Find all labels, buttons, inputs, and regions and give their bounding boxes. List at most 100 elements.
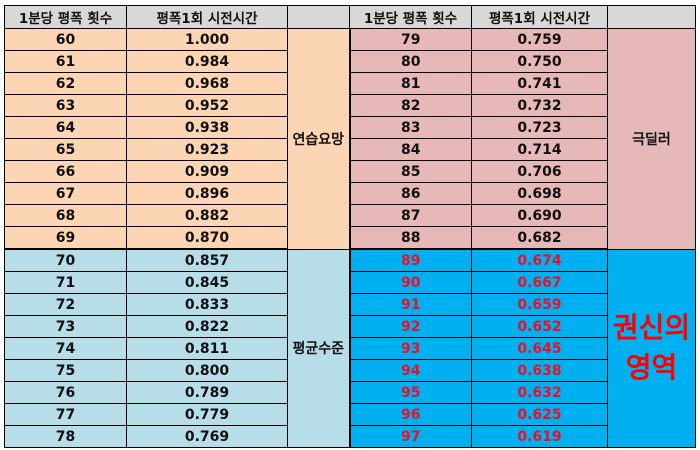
table-row: 60 1.000 연습요망 79 0.759 극딜러 (4, 28, 696, 250)
header-time-left: 평폭1회 시전시간 (126, 5, 288, 29)
left-count-cell: 76 (4, 381, 127, 404)
right-count-cell: 88 (348, 226, 472, 250)
left-count-cell: 73 (4, 315, 127, 338)
table-row: 72 0.833 91 0.659 (4, 293, 696, 316)
left-count-cell: 63 (4, 94, 127, 117)
right-count-cell: 81 (348, 72, 472, 95)
right-time-cell: 0.690 (471, 204, 608, 227)
right-count-cell: 85 (348, 160, 472, 183)
right-count-cell: 84 (348, 138, 472, 161)
left-count-cell: 65 (4, 138, 127, 161)
left-count-cell: 71 (4, 271, 127, 294)
left-time-cell: 0.779 (126, 403, 288, 426)
table-row: 77 0.779 96 0.625 (4, 403, 696, 426)
header-blank-right (607, 5, 696, 29)
left-count-cell: 60 (4, 28, 127, 51)
table-row: 75 0.800 94 0.638 (4, 359, 696, 382)
left-time-cell: 0.896 (126, 182, 288, 205)
header-count-left: 1분당 평폭 횟수 (4, 5, 127, 29)
right-time-cell: 0.750 (471, 50, 608, 73)
right-count-cell: 97 (348, 425, 472, 448)
left-time-cell: 0.984 (126, 50, 288, 73)
left-time-cell: 0.909 (126, 160, 288, 183)
right-time-cell: 0.619 (471, 425, 608, 448)
header-row: 1분당 평폭 횟수 평폭1회 시전시간 1분당 평폭 횟수 평폭1회 시전시간 (4, 5, 696, 29)
left-time-cell: 0.938 (126, 116, 288, 139)
right-time-cell: 0.625 (471, 403, 608, 426)
right-time-cell: 0.638 (471, 359, 608, 382)
right-time-cell: 0.732 (471, 94, 608, 117)
table-row: 63 0.952 82 0.732 (4, 94, 696, 117)
left-time-cell: 0.822 (126, 315, 288, 338)
table-row: 76 0.789 95 0.632 (4, 381, 696, 404)
right-count-cell: 89 (348, 248, 472, 272)
right-count-cell: 82 (348, 94, 472, 117)
right-time-cell: 0.645 (471, 337, 608, 360)
left-time-cell: 0.952 (126, 94, 288, 117)
left-time-cell: 0.923 (126, 138, 288, 161)
left-time-cell: 0.811 (126, 337, 288, 360)
right-time-cell: 0.632 (471, 381, 608, 404)
master-label: 권신의 영역 (607, 248, 696, 448)
right-count-cell: 86 (348, 182, 472, 205)
dealer-label: 극딜러 (607, 28, 696, 250)
right-time-cell: 0.759 (471, 28, 608, 51)
header-blank-left (287, 5, 350, 29)
left-time-cell: 0.882 (126, 204, 288, 227)
right-time-cell: 0.698 (471, 182, 608, 205)
left-time-cell: 0.789 (126, 381, 288, 404)
right-count-cell: 96 (348, 403, 472, 426)
table-row: 65 0.923 84 0.714 (4, 138, 696, 161)
left-time-cell: 0.800 (126, 359, 288, 382)
left-count-cell: 66 (4, 160, 127, 183)
left-count-cell: 62 (4, 72, 127, 95)
right-count-cell: 79 (348, 28, 472, 51)
right-count-cell: 91 (348, 293, 472, 316)
table-row: 74 0.811 93 0.645 (4, 337, 696, 360)
table-row: 62 0.968 81 0.741 (4, 72, 696, 95)
right-time-cell: 0.714 (471, 138, 608, 161)
table-row: 64 0.938 83 0.723 (4, 116, 696, 139)
left-time-cell: 1.000 (126, 28, 288, 51)
table-row: 61 0.984 80 0.750 (4, 50, 696, 73)
left-count-cell: 68 (4, 204, 127, 227)
header-count-right: 1분당 평폭 횟수 (349, 5, 472, 29)
table-row: 69 0.870 88 0.682 (4, 226, 696, 250)
table-row: 67 0.896 86 0.698 (4, 182, 696, 205)
left-time-cell: 0.769 (126, 425, 288, 448)
average-label: 평균수준 (287, 248, 350, 448)
right-time-cell: 0.723 (471, 116, 608, 139)
right-time-cell: 0.667 (471, 271, 608, 294)
table-row: 68 0.882 87 0.690 (4, 204, 696, 227)
right-count-cell: 80 (348, 50, 472, 73)
right-count-cell: 94 (348, 359, 472, 382)
practice-label: 연습요망 (287, 28, 350, 250)
left-count-cell: 61 (4, 50, 127, 73)
table-row: 71 0.845 90 0.667 (4, 271, 696, 294)
table-body: 60 1.000 연습요망 79 0.759 극딜러 61 0.984 80 0.750 62 0.9… (4, 28, 696, 448)
table-row: 78 0.769 97 0.619 (4, 425, 696, 448)
right-count-cell: 90 (348, 271, 472, 294)
left-count-cell: 64 (4, 116, 127, 139)
right-time-cell: 0.674 (471, 248, 608, 272)
left-count-cell: 67 (4, 182, 127, 205)
right-time-cell: 0.659 (471, 293, 608, 316)
right-time-cell: 0.652 (471, 315, 608, 338)
left-time-cell: 0.845 (126, 271, 288, 294)
left-count-cell: 77 (4, 403, 127, 426)
left-count-cell: 70 (4, 248, 127, 272)
right-count-cell: 95 (348, 381, 472, 404)
right-count-cell: 92 (348, 315, 472, 338)
left-count-cell: 78 (4, 425, 127, 448)
left-time-cell: 0.968 (126, 72, 288, 95)
right-count-cell: 87 (348, 204, 472, 227)
left-time-cell: 0.870 (126, 226, 288, 250)
table-row: 70 0.857 평균수준 89 0.674 권신의 영역 (4, 248, 696, 448)
right-time-cell: 0.682 (471, 226, 608, 250)
right-count-cell: 93 (348, 337, 472, 360)
right-count-cell: 83 (348, 116, 472, 139)
table-row: 66 0.909 85 0.706 (4, 160, 696, 183)
table-row: 73 0.822 92 0.652 (4, 315, 696, 338)
right-time-cell: 0.706 (471, 160, 608, 183)
left-count-cell: 72 (4, 293, 127, 316)
